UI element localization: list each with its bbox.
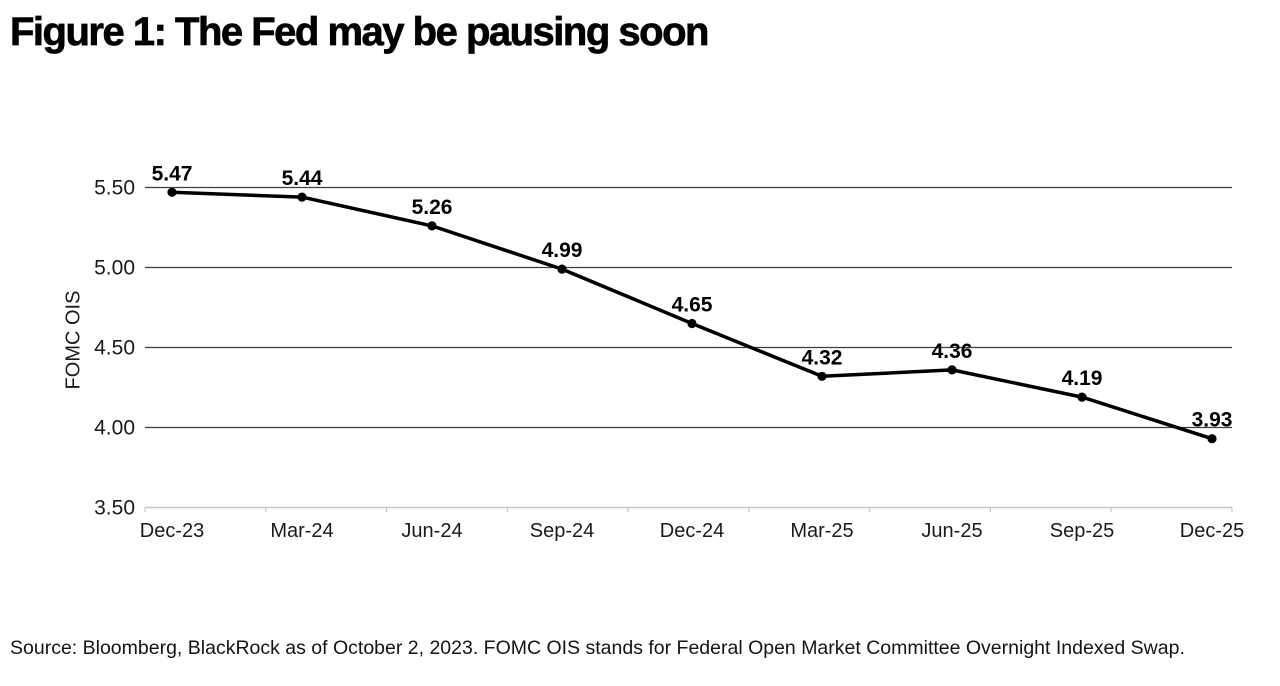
data-point (427, 221, 437, 231)
data-point-label: 4.99 (542, 239, 583, 262)
x-tick-label: Sep-25 (1050, 520, 1115, 542)
data-point-label: 5.47 (152, 162, 193, 185)
data-point (947, 365, 957, 375)
y-tick-label: 5.50 (94, 177, 135, 200)
data-point-label: 4.36 (932, 340, 973, 363)
x-tick-label: Sep-24 (530, 520, 595, 542)
figure-title: Figure 1: The Fed may be pausing soon (10, 10, 710, 55)
x-tick-label: Dec-23 (140, 520, 204, 542)
y-axis-label: FOMC OIS (62, 290, 85, 390)
data-point (167, 187, 177, 197)
data-point (687, 318, 697, 329)
source-note: Source: Bloomberg, BlackRock as of Octob… (10, 637, 1185, 659)
x-tick-label: Jun-25 (921, 520, 982, 542)
data-point (1077, 392, 1087, 402)
x-tick-label: Dec-25 (1180, 520, 1244, 542)
y-tick-label: 3.50 (94, 497, 135, 520)
x-tick-label: Jun-24 (401, 520, 462, 542)
x-tick-label: Mar-24 (270, 520, 333, 542)
y-tick-label: 5.00 (94, 257, 135, 280)
data-point-label: 4.65 (672, 294, 713, 317)
data-point-label: 4.19 (1062, 367, 1103, 390)
data-point-label: 4.32 (802, 346, 843, 369)
data-point (817, 371, 827, 381)
x-tick-label: Dec-24 (660, 520, 724, 542)
x-tick-label: Mar-25 (790, 520, 853, 542)
data-point-label: 5.44 (282, 167, 323, 190)
data-point (1207, 434, 1217, 444)
data-point (297, 192, 307, 202)
data-point (557, 264, 567, 274)
y-tick-label: 4.00 (94, 417, 135, 440)
data-point-label: 3.93 (1192, 409, 1233, 432)
y-tick-label: 4.50 (94, 337, 135, 360)
data-point-label: 5.26 (412, 196, 453, 219)
